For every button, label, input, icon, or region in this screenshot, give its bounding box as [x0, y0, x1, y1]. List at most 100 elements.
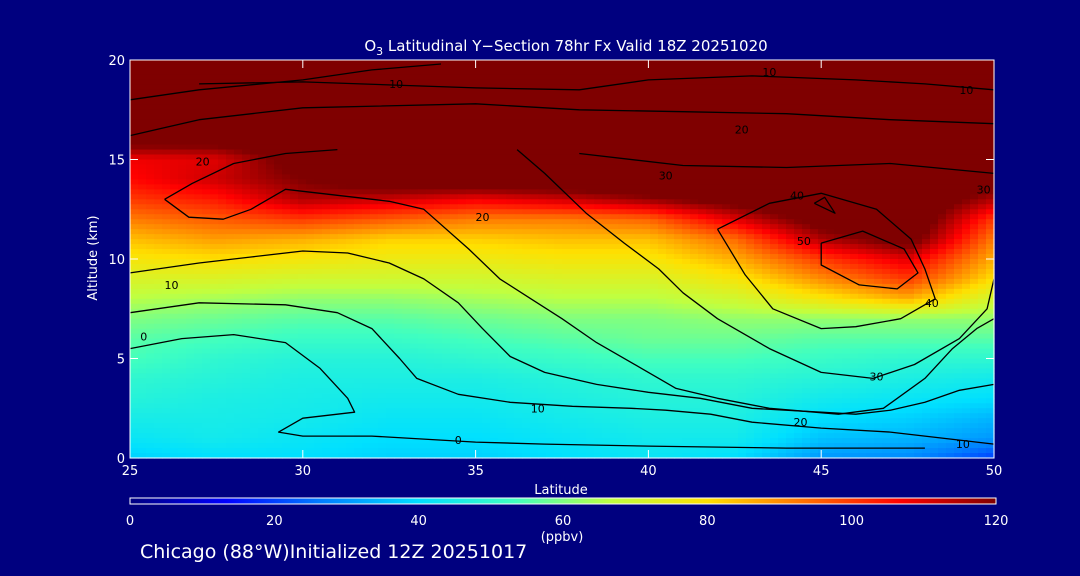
heat-cell	[282, 244, 291, 250]
heat-cell	[978, 114, 987, 121]
heat-cell	[810, 124, 819, 131]
heat-cell	[602, 94, 611, 101]
heat-cell	[466, 64, 475, 71]
heat-cell	[554, 209, 563, 215]
heat-cell	[282, 114, 291, 121]
heat-cell	[650, 60, 659, 66]
heat-cell	[218, 119, 227, 126]
heat-cell	[698, 263, 707, 270]
heat-cell	[546, 184, 555, 190]
heat-cell	[242, 204, 251, 210]
heat-cell	[922, 214, 931, 220]
heat-cell	[386, 114, 395, 121]
heat-cell	[706, 94, 715, 101]
heat-cell	[442, 268, 451, 275]
heat-cell	[882, 209, 891, 215]
heat-cell	[818, 214, 827, 220]
heat-cell	[146, 278, 155, 285]
heat-cell	[194, 144, 203, 151]
heat-cell	[746, 84, 755, 91]
heat-cell	[530, 149, 539, 156]
heat-cell	[274, 249, 283, 255]
heat-cell	[170, 79, 179, 86]
heat-cell	[634, 74, 643, 81]
heat-cell	[866, 268, 875, 275]
heat-cell	[978, 89, 987, 96]
heat-cell	[922, 129, 931, 136]
heat-cell	[714, 229, 723, 235]
heat-cell	[754, 129, 763, 136]
heat-cell	[138, 144, 147, 151]
heat-cell	[874, 64, 883, 71]
heat-cell	[794, 283, 803, 290]
heat-cell	[786, 254, 795, 260]
heat-cell	[674, 174, 683, 180]
heat-cell	[226, 263, 235, 270]
heat-cell	[618, 139, 627, 146]
heat-cell	[906, 164, 915, 171]
heat-cell	[474, 159, 483, 166]
heat-cell	[170, 164, 179, 171]
heat-cell	[298, 169, 307, 176]
heat-cell	[762, 179, 771, 185]
heat-cell	[402, 64, 411, 71]
heat-cell	[922, 194, 931, 200]
heat-cell	[394, 249, 403, 255]
heat-cell	[466, 169, 475, 176]
heat-cell	[770, 244, 779, 250]
heat-cell	[506, 124, 515, 131]
heat-cell	[666, 239, 675, 245]
heat-cell	[202, 184, 211, 190]
heat-cell	[858, 109, 867, 116]
heat-cell	[930, 119, 939, 126]
heat-cell	[562, 194, 571, 200]
heat-cell	[738, 224, 747, 230]
heat-cell	[186, 64, 195, 71]
heat-cell	[586, 149, 595, 156]
heat-cell	[194, 283, 203, 290]
heat-cell	[914, 254, 923, 260]
heat-cell	[578, 254, 587, 260]
heat-cell	[554, 64, 563, 71]
heat-cell	[210, 288, 219, 295]
heat-cell	[562, 104, 571, 111]
heat-cell	[330, 219, 339, 225]
heat-cell	[434, 194, 443, 200]
heat-cell	[194, 60, 203, 66]
heat-cell	[674, 273, 683, 280]
heat-cell	[458, 273, 467, 280]
heat-cell	[266, 74, 275, 81]
heat-cell	[282, 283, 291, 290]
heat-cell	[714, 144, 723, 151]
heat-cell	[322, 239, 331, 245]
heat-cell	[826, 109, 835, 116]
heat-cell	[418, 278, 427, 285]
heat-cell	[586, 263, 595, 270]
heat-cell	[234, 179, 243, 185]
heat-cell	[906, 124, 915, 131]
heat-cell	[578, 194, 587, 200]
heat-cell	[306, 268, 315, 275]
heat-cell	[642, 60, 651, 66]
heat-cell	[498, 169, 507, 176]
heat-cell	[194, 214, 203, 220]
heat-cell	[746, 159, 755, 166]
heat-cell	[930, 104, 939, 111]
heat-cell	[242, 184, 251, 190]
heat-cell	[226, 89, 235, 96]
heat-cell	[594, 263, 603, 270]
heat-cell	[434, 209, 443, 215]
heat-cell	[954, 204, 963, 210]
heat-cell	[938, 79, 947, 86]
heat-cell	[370, 139, 379, 146]
heat-cell	[706, 254, 715, 260]
heat-cell	[874, 273, 883, 280]
heat-cell	[314, 89, 323, 96]
heat-cell	[546, 69, 555, 76]
heat-cell	[618, 64, 627, 71]
heat-cell	[882, 273, 891, 280]
heat-cell	[650, 84, 659, 91]
heat-cell	[810, 79, 819, 86]
heat-cell	[250, 69, 259, 76]
heat-cell	[882, 259, 891, 265]
